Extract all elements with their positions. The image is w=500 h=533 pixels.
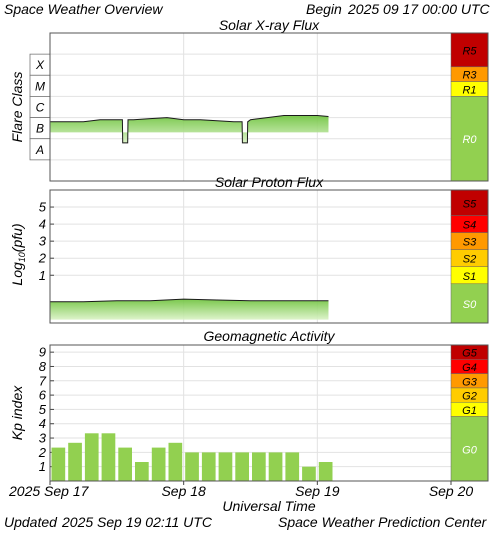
x-tick-label: Sep 19 bbox=[295, 483, 340, 499]
kp-bar bbox=[218, 452, 233, 481]
kp-bar bbox=[84, 433, 99, 481]
kp-ytick-label: 6 bbox=[39, 388, 47, 403]
xray-scale-label: R1 bbox=[462, 85, 476, 97]
proton-ylabel-sub: 10 bbox=[17, 252, 27, 262]
kp-bar bbox=[201, 452, 216, 481]
xray-flux-line bbox=[50, 115, 329, 144]
kp-bar bbox=[235, 452, 249, 481]
xray-scale-label: R3 bbox=[462, 70, 477, 82]
kp-ytick-label: 9 bbox=[39, 345, 46, 360]
kp-bar bbox=[302, 466, 316, 481]
xray-plot-bg bbox=[50, 33, 451, 181]
credit-text: Space Weather Prediction Center bbox=[278, 514, 487, 530]
kp-bar bbox=[151, 447, 166, 481]
proton-scale-band bbox=[450, 189, 489, 216]
xray-scale-label: R0 bbox=[462, 134, 477, 146]
x-tick-label: Sep 20 bbox=[429, 483, 474, 499]
xray-class-label: C bbox=[36, 101, 45, 115]
kp-ylabel: Kp index bbox=[9, 385, 25, 440]
xray-border bbox=[49, 32, 489, 182]
begin-label: Begin bbox=[306, 1, 342, 17]
kp-scale-label: G4 bbox=[462, 362, 477, 374]
proton-ytick-label: 4 bbox=[39, 217, 46, 232]
kp-scale-label: G5 bbox=[462, 348, 478, 360]
kp-scale-label: G2 bbox=[462, 391, 477, 403]
kp-bar bbox=[252, 452, 266, 481]
proton-scale-label: S1 bbox=[463, 271, 476, 283]
kp-bar bbox=[318, 462, 333, 481]
kp-plot-bg bbox=[50, 345, 451, 481]
updated-label: Updated bbox=[4, 514, 57, 530]
proton-scale-label: S2 bbox=[463, 254, 476, 266]
proton-ytick-label: 3 bbox=[39, 234, 47, 249]
kp-scale-label: G0 bbox=[462, 444, 478, 456]
kp-ytick-label: 4 bbox=[39, 416, 46, 431]
kp-scale-band bbox=[450, 416, 489, 482]
kp-bar bbox=[51, 447, 66, 481]
xray-flux-area bbox=[50, 115, 329, 143]
xray-class-label: M bbox=[35, 79, 45, 93]
xray-scale-band bbox=[450, 96, 489, 182]
proton-flux-line bbox=[50, 298, 329, 303]
kp-bar bbox=[101, 433, 116, 481]
overview-title: Space Weather Overview bbox=[4, 1, 163, 17]
proton-ytick-label: 2 bbox=[38, 251, 47, 266]
kp-ytick-label: 7 bbox=[39, 373, 47, 388]
kp-ytick-label: 1 bbox=[39, 459, 46, 474]
xray-class-label: A bbox=[35, 143, 44, 157]
kp-ytick-label: 2 bbox=[38, 445, 47, 460]
proton-ylabel-main: Log bbox=[9, 262, 25, 286]
x-tick-label: 2025 Sep 17 bbox=[8, 483, 90, 499]
kp-ytick-label: 5 bbox=[39, 402, 47, 417]
xray-scale-label: R5 bbox=[462, 45, 477, 57]
proton-ylabel: Log10(pfu) bbox=[9, 223, 27, 285]
proton-scale-label: S3 bbox=[463, 237, 477, 249]
proton-ytick-label: 1 bbox=[39, 268, 46, 283]
xray-ylabel: Flare Class bbox=[9, 72, 25, 143]
kp-ytick-label: 3 bbox=[39, 431, 47, 446]
kp-scale-label: G3 bbox=[462, 376, 478, 388]
xray-class-label: X bbox=[35, 58, 45, 72]
proton-scale-label: S4 bbox=[463, 220, 476, 232]
proton-scale-label: S0 bbox=[463, 299, 477, 311]
kp-bar bbox=[118, 447, 132, 481]
x-axis-label: Universal Time bbox=[222, 498, 315, 514]
xray-class-label: B bbox=[36, 122, 44, 136]
proton-ylabel-rest: (pfu) bbox=[9, 223, 25, 252]
proton-scale-label: S5 bbox=[463, 198, 477, 210]
kp-scale-label: G1 bbox=[462, 405, 477, 417]
kp-bar bbox=[185, 452, 199, 481]
kp-bar bbox=[168, 442, 183, 481]
kp-title: Geomagnetic Activity bbox=[204, 328, 336, 344]
kp-ytick-label: 8 bbox=[39, 359, 47, 374]
kp-bar bbox=[268, 452, 283, 481]
x-tick-label: Sep 18 bbox=[161, 483, 206, 499]
proton-flux-area bbox=[50, 299, 329, 320]
kp-bar bbox=[285, 452, 300, 481]
begin-time: 2025 09 17 00:00 UTC bbox=[348, 1, 490, 17]
kp-bar bbox=[135, 462, 149, 481]
proton-border bbox=[49, 189, 489, 324]
proton-title: Solar Proton Flux bbox=[215, 174, 324, 190]
proton-scale-band bbox=[450, 283, 489, 324]
updated-time: 2025 Sep 19 02:11 UTC bbox=[62, 514, 212, 530]
kp-bar bbox=[68, 442, 82, 481]
xray-title: Solar X-ray Flux bbox=[219, 17, 320, 33]
proton-ytick-label: 5 bbox=[39, 200, 47, 215]
kp-border bbox=[49, 344, 489, 482]
